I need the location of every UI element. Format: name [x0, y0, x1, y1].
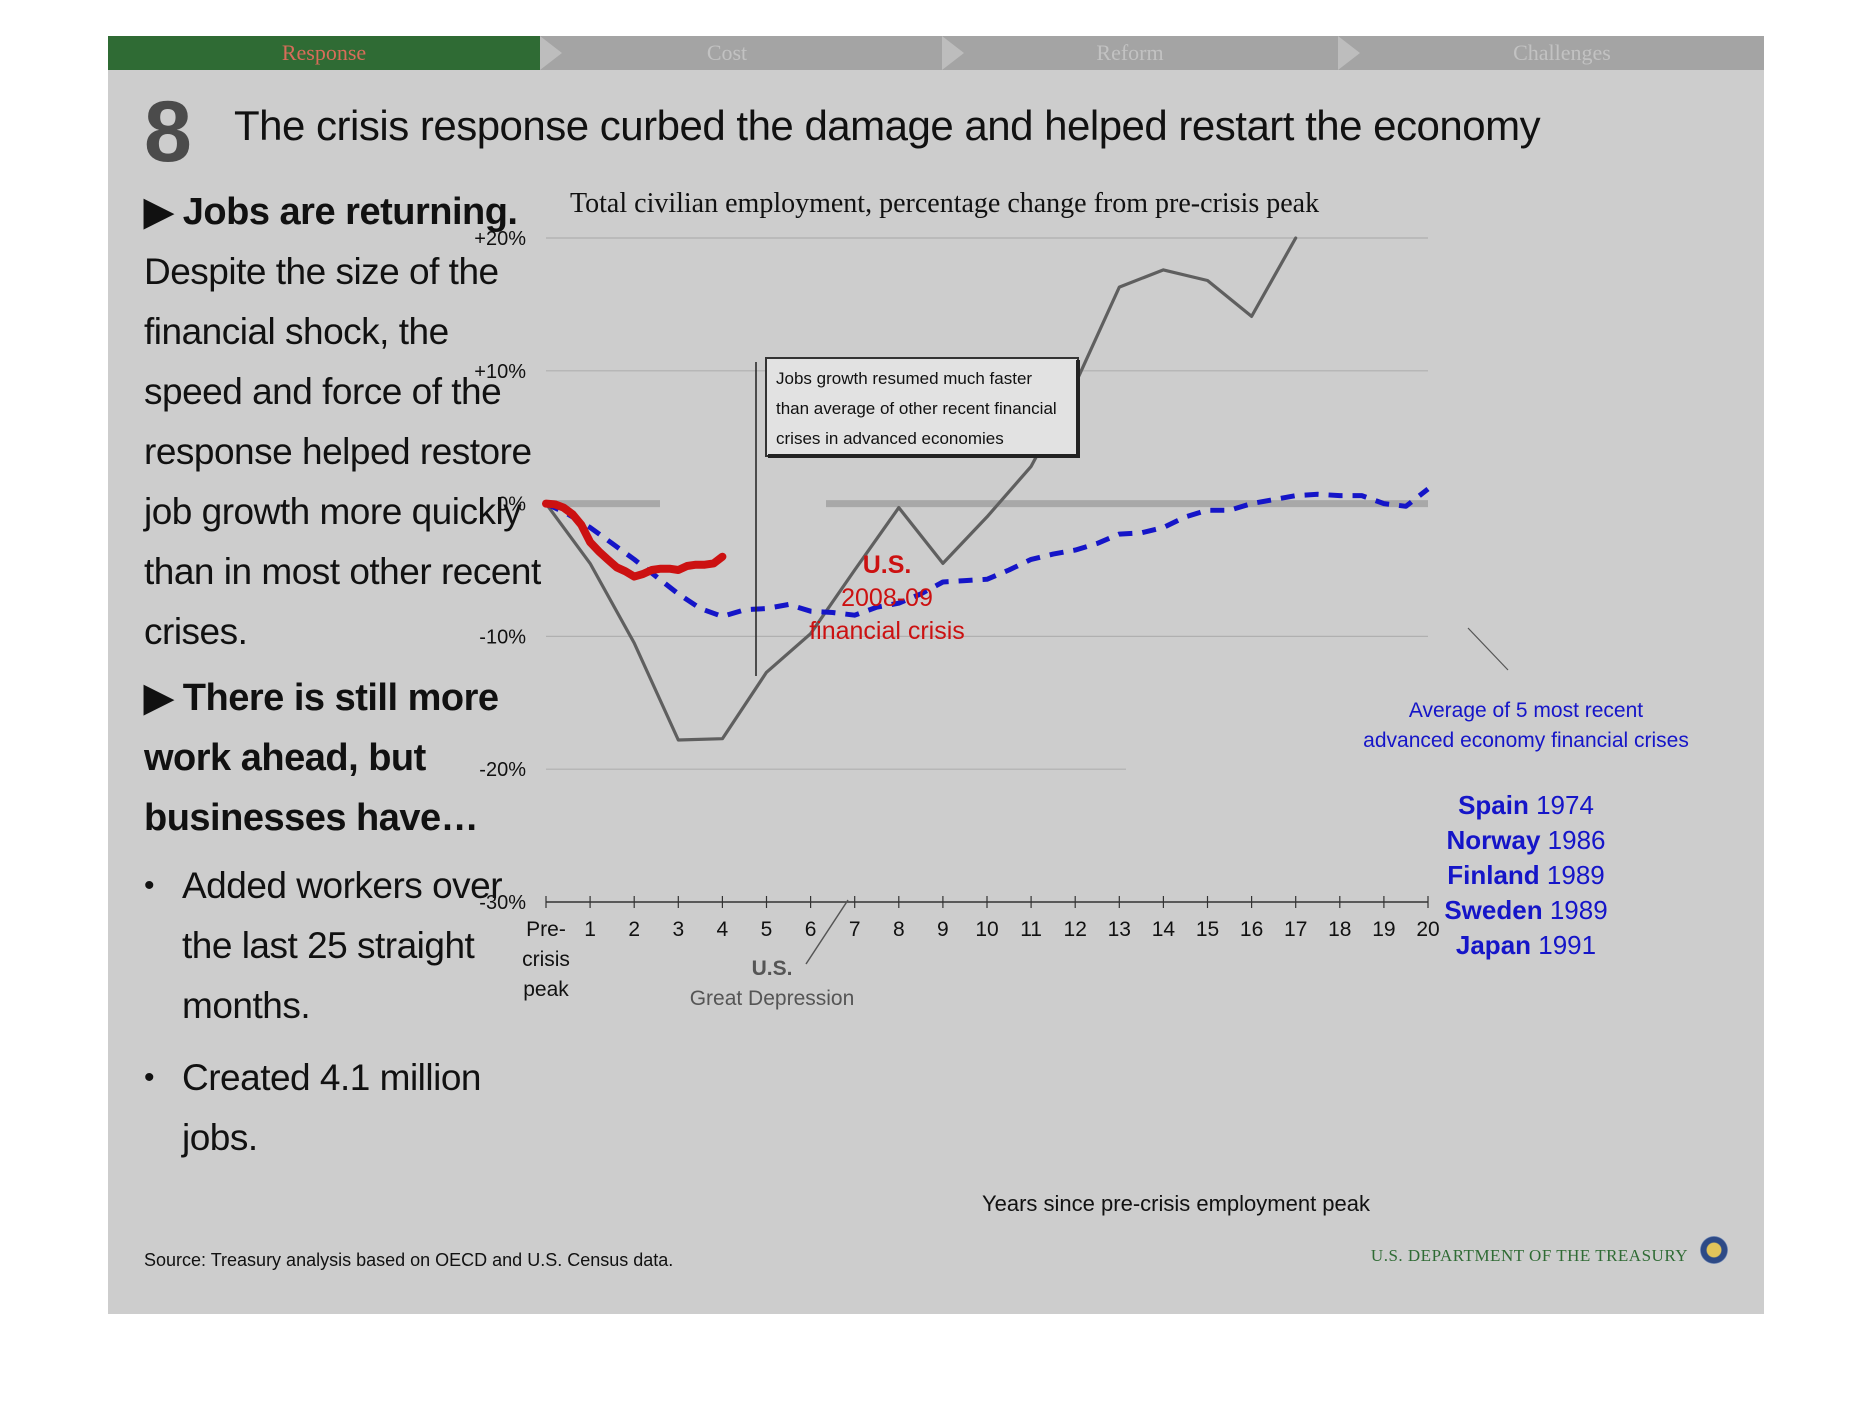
- x-tick-label: 6: [805, 918, 817, 941]
- average-label-line1: Average of 5 most recent: [1409, 699, 1643, 722]
- bullet-icon: •: [144, 869, 155, 902]
- country-name: Norway: [1447, 825, 1548, 855]
- x-tick-label: 16: [1240, 918, 1263, 941]
- x-tick-label: 18: [1328, 918, 1351, 941]
- sidebar: ▶ Jobs are returning. Despite the size o…: [144, 182, 544, 1180]
- country-entry: Sweden 1989: [1444, 895, 1607, 925]
- x-tick-label: 12: [1064, 918, 1087, 941]
- heading-jobs-returning: ▶ Jobs are returning.: [144, 182, 544, 242]
- tab-cost[interactable]: Cost: [706, 40, 748, 65]
- play-triangle-icon: ▶: [144, 191, 173, 233]
- x-tick-label: 14: [1152, 918, 1176, 941]
- y-tick-label: -30%: [479, 892, 526, 914]
- y-tick-label: +10%: [474, 361, 526, 383]
- x-tick-label: crisis: [522, 948, 570, 971]
- y-tick-label: -10%: [479, 626, 526, 648]
- x-tick-label: 10: [975, 918, 998, 941]
- slide-number: 8: [144, 84, 192, 180]
- tab-challenges[interactable]: Challenges: [1513, 40, 1611, 65]
- bullet-list: • Added workers over the last 25 straight…: [144, 856, 544, 1168]
- x-tick-label: 9: [937, 918, 949, 941]
- country-entry: Finland 1989: [1447, 860, 1605, 890]
- callout-text-line3: crises in advanced economies: [776, 429, 1004, 448]
- x-tick-label: 11: [1020, 918, 1042, 941]
- chart-title: Total civilian employment, percentage ch…: [570, 188, 1320, 219]
- country-year: 1986: [1548, 825, 1606, 855]
- average-label-pointer: [1467, 627, 1509, 671]
- nav-separator: [942, 36, 964, 70]
- x-tick-label: 4: [717, 918, 729, 941]
- us-2008-label-desc: financial crisis: [809, 617, 965, 645]
- heading-text: Jobs are returning.: [182, 191, 518, 233]
- country-name: Japan: [1456, 930, 1538, 960]
- us-2008-label-title: U.S.: [863, 551, 912, 579]
- callout-text-line1: Jobs growth resumed much faster: [776, 369, 1032, 388]
- callout-box: Jobs growth resumed much faster than ave…: [755, 357, 1080, 676]
- x-tick-label: 19: [1372, 918, 1395, 941]
- country-year: 1989: [1550, 895, 1608, 925]
- x-axis-label: Years since pre-crisis employment peak: [982, 1191, 1371, 1216]
- list-item-text: Added workers over the last 25 straight …: [182, 865, 503, 1026]
- average-label-line2: advanced economy financial crises: [1363, 729, 1689, 752]
- x-tick-label: 7: [849, 918, 861, 941]
- x-tick-label: 1: [584, 918, 596, 941]
- slide-title: The crisis response curbed the damage an…: [234, 102, 1541, 149]
- x-tick-label: 17: [1284, 918, 1307, 941]
- country-year: 1989: [1547, 860, 1605, 890]
- us-2008-label-years: 2008-09: [841, 584, 933, 612]
- y-tick-label: -20%: [479, 759, 526, 781]
- list-item: • Added workers over the last 25 straight…: [144, 856, 544, 1036]
- depression-line: [544, 236, 1298, 742]
- list-item-text: Created 4.1 million jobs.: [182, 1057, 481, 1158]
- country-name: Sweden: [1444, 895, 1549, 925]
- x-tick-label: 8: [893, 918, 905, 941]
- country-year: 1991: [1538, 930, 1596, 960]
- depression-label-title: U.S.: [752, 957, 793, 980]
- nav-separator: [540, 36, 562, 70]
- x-tick-label: peak: [523, 978, 569, 1001]
- country-name: Spain: [1458, 790, 1536, 820]
- x-tick-label: 2: [628, 918, 640, 941]
- bullet-icon: •: [144, 1061, 155, 1094]
- us-2008-line: [542, 499, 727, 581]
- tab-reform[interactable]: Reform: [1096, 40, 1164, 65]
- x-tick-label: 20: [1416, 918, 1439, 941]
- x-tick-label: 5: [761, 918, 773, 941]
- country-entry: Japan 1991: [1456, 930, 1596, 960]
- section-nav: Response Cost Reform Challenges: [108, 36, 1764, 70]
- country-name: Finland: [1447, 860, 1547, 890]
- country-entry: Norway 1986: [1447, 825, 1606, 855]
- x-tick-label: 15: [1196, 918, 1219, 941]
- callout-text-line2: than average of other recent financial: [776, 399, 1057, 418]
- y-tick-label: 0%: [497, 494, 526, 516]
- x-tick-label: 3: [672, 918, 684, 941]
- average-line: [544, 487, 1430, 619]
- country-year: 1974: [1536, 790, 1594, 820]
- depression-label-desc: Great Depression: [690, 987, 855, 1010]
- play-triangle-icon: ▶: [144, 677, 173, 719]
- slide: Response Cost Reform Challenges 8 The cr…: [108, 36, 1764, 1314]
- list-item: • Created 4.1 million jobs.: [144, 1048, 544, 1168]
- paragraph: Despite the size of the financial shock,…: [144, 251, 541, 652]
- depression-label-pointer: [805, 899, 849, 965]
- agency-name: U.S. DEPARTMENT OF THE TREASURY: [1370, 1246, 1688, 1265]
- x-tick-label: 13: [1108, 918, 1131, 941]
- x-tick-label: Pre-: [526, 918, 566, 941]
- nav-separator: [1338, 36, 1360, 70]
- heading-text: There is still more work ahead, but busi…: [144, 677, 499, 839]
- treasury-seal-icon: [1700, 1236, 1728, 1264]
- country-entry: Spain 1974: [1458, 790, 1594, 820]
- y-tick-label: +20%: [474, 228, 526, 250]
- source-note: Source: Treasury analysis based on OECD …: [144, 1250, 674, 1270]
- tab-response[interactable]: Response: [108, 36, 540, 70]
- heading-more-work: ▶ There is still more work ahead, but bu…: [144, 668, 544, 848]
